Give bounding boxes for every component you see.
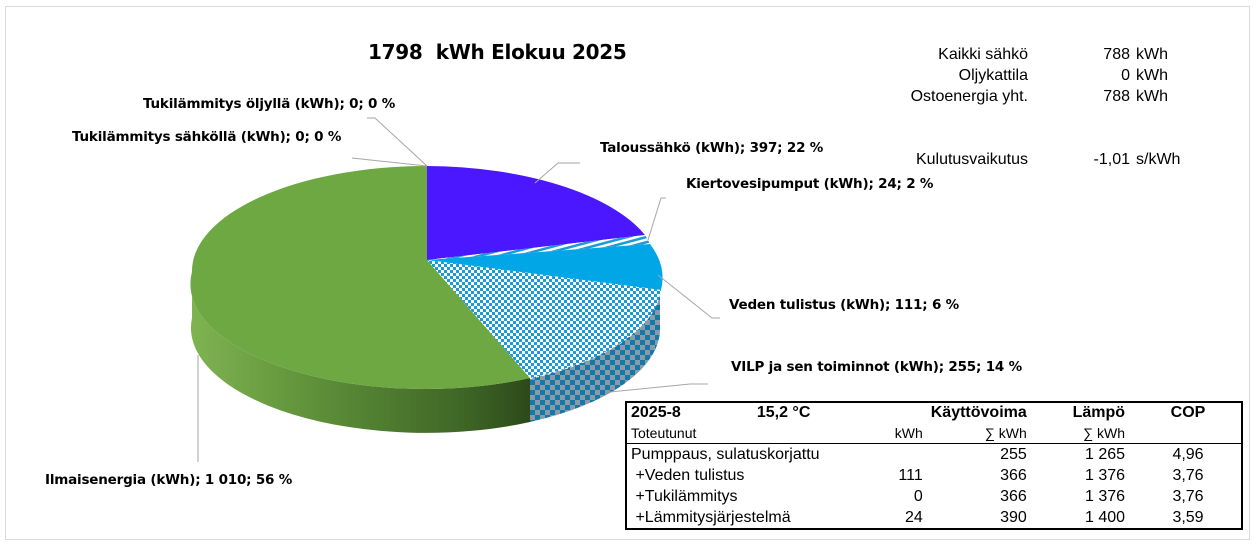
label-kiertovesipumput: Kiertovesipumput (kWh); 24; 2 % bbox=[686, 176, 934, 192]
row-cop: 3,76 bbox=[1172, 466, 1204, 484]
row-kwh: 24 bbox=[904, 508, 923, 526]
row-kwh: 111 bbox=[898, 466, 923, 484]
label-tukilammitys-sahkolla: Tukilämmitys sähköllä (kWh); 0; 0 % bbox=[72, 129, 342, 145]
label-veden-tulistus: Veden tulistus (kWh); 111; 6 % bbox=[729, 297, 959, 313]
row-kwh bbox=[843, 444, 927, 466]
subheader-kwh: kWh bbox=[843, 423, 927, 444]
row-sum: 366 bbox=[1000, 466, 1027, 484]
leader-lines bbox=[197, 117, 720, 462]
row-heat: 1 376 bbox=[1084, 466, 1126, 484]
summary-label: Oljykattila bbox=[958, 67, 1028, 84]
summary-value: 788 bbox=[1103, 46, 1130, 63]
row-heat: 1 400 bbox=[1084, 508, 1126, 526]
row-label: Pumppaus, sulatuskorjattu bbox=[631, 445, 820, 463]
table-row: +Veden tulistus 111 366 1 376 3,76 bbox=[626, 465, 1242, 486]
row-label: +Veden tulistus bbox=[631, 466, 745, 484]
summary-label: Kaikki sähkö bbox=[938, 46, 1028, 63]
row-cop: 3,59 bbox=[1172, 508, 1204, 526]
summary-unit: kWh bbox=[1136, 67, 1168, 84]
cop-header: COP bbox=[1170, 404, 1206, 421]
subheader-sum-kwh: ∑ kWh bbox=[926, 423, 1033, 444]
heat-header: Lämpö bbox=[1072, 404, 1126, 421]
table-subheader-row: Toteutunut kWh ∑ kWh ∑ kWh bbox=[626, 423, 1242, 444]
period-cell: 2025-8 15,2 °C bbox=[626, 402, 843, 423]
label-ilmaisenergia: Ilmaisenergia (kWh); 1 010; 56 % bbox=[45, 472, 293, 488]
pie-top bbox=[190, 166, 663, 389]
row-sum: 390 bbox=[1000, 508, 1027, 526]
row-cop: 3,76 bbox=[1172, 487, 1204, 505]
effect-label: Kulutusvaikutus bbox=[915, 151, 1028, 168]
summary-row: Kaikki sähkö 788 kWh bbox=[880, 44, 1196, 65]
summary-value: 788 bbox=[1103, 88, 1130, 105]
drive-header: Käyttövoima bbox=[930, 404, 1027, 421]
subheader-heat-sum: ∑ kWh bbox=[1032, 423, 1136, 444]
row-cop: 4,96 bbox=[1172, 445, 1204, 463]
row-label: +Lämmitysjärjestelmä bbox=[631, 508, 791, 526]
summary-row: Ostoenergia yht. 788 kWh bbox=[880, 86, 1196, 107]
label-vilp: VILP ja sen toiminnot (kWh); 255; 14 % bbox=[731, 359, 1022, 375]
energy-summary: Kaikki sähkö 788 kWh Oljykattila 0 kWh O… bbox=[880, 44, 1196, 170]
label-tukilammitys-oljylla: Tukilämmitys öljyllä (kWh); 0; 0 % bbox=[143, 96, 396, 112]
row-label: +Tukilämmitys bbox=[631, 487, 738, 505]
row-heat: 1 265 bbox=[1084, 445, 1126, 463]
summary-unit: kWh bbox=[1136, 46, 1168, 63]
subheader-label: Toteutunut bbox=[626, 423, 844, 444]
summary-unit: kWh bbox=[1136, 88, 1168, 105]
table-row: Pumppaus, sulatuskorjattu 255 1 265 4,96 bbox=[626, 444, 1242, 466]
period: 2025-8 bbox=[631, 404, 681, 421]
table-row: +Tukilämmitys 0 366 1 376 3,76 bbox=[626, 486, 1242, 507]
label-taloussahko: Taloussähkö (kWh); 397; 22 % bbox=[600, 140, 824, 156]
chart-title: 1798 kWh Elokuu 2025 bbox=[368, 40, 627, 64]
row-sum: 255 bbox=[1000, 445, 1027, 463]
table-header-row: 2025-8 15,2 °C Käyttövoima Lämpö COP bbox=[626, 402, 1242, 423]
effect-unit: s/kWh bbox=[1136, 151, 1181, 168]
temperature: 15,2 °C bbox=[756, 404, 811, 421]
cop-table: 2025-8 15,2 °C Käyttövoima Lämpö COP Tote… bbox=[625, 401, 1243, 530]
effect-value: -1,01 bbox=[1093, 151, 1130, 168]
row-sum: 366 bbox=[1000, 487, 1027, 505]
row-heat: 1 376 bbox=[1084, 487, 1126, 505]
summary-row: Oljykattila 0 kWh bbox=[880, 65, 1196, 86]
summary-value: 0 bbox=[1121, 67, 1130, 84]
summary-effect-row: Kulutusvaikutus -1,01 s/kWh bbox=[880, 149, 1196, 170]
summary-label: Ostoenergia yht. bbox=[910, 88, 1028, 105]
row-kwh: 0 bbox=[913, 487, 923, 505]
table-row: +Lämmitysjärjestelmä 24 390 1 400 3,59 bbox=[626, 507, 1242, 529]
